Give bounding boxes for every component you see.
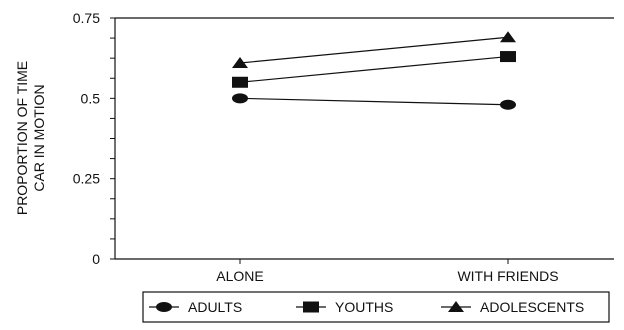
legend-item: YOUTHS [296, 299, 393, 315]
series-adolescents [232, 31, 516, 68]
axes [114, 17, 614, 260]
series-youths [232, 51, 516, 88]
series-line [239, 97, 509, 106]
series-adults [232, 93, 516, 110]
data-point [232, 56, 248, 68]
y-tick-label: 0.25 [73, 171, 100, 187]
legend: ADULTS YOUTHS ADOLESCENTS [142, 291, 610, 323]
legend-label: YOUTHS [335, 299, 393, 315]
legend-item: ADULTS [149, 299, 242, 315]
y-tick-label: 0.5 [81, 90, 101, 106]
legend-label: ADOLESCENTS [480, 299, 584, 315]
legend-marker [303, 301, 319, 313]
data-point [500, 31, 516, 43]
y-tick-label: 0 [92, 251, 100, 267]
series-group [232, 31, 516, 110]
data-point [232, 76, 248, 88]
series-line [239, 55, 509, 83]
data-point [500, 99, 516, 110]
y-tick-label: 0.75 [73, 10, 100, 26]
y-axis-label-line: CAR IN MOTION [31, 84, 47, 191]
legend-item: ADOLESCENTS [441, 299, 584, 315]
y-axis-label-line: PROPORTION OF TIME [14, 61, 30, 215]
legend-marker [448, 301, 464, 312]
y-axis-label: PROPORTION OF TIME CAR IN MOTION [14, 61, 47, 215]
legend-label: ADULTS [188, 299, 242, 315]
data-point [500, 51, 516, 63]
x-ticks: ALONE WITH FRIENDS [216, 259, 559, 284]
x-tick-label: ALONE [216, 268, 263, 284]
y-ticks: 0 0.25 0.5 0.75 [73, 10, 115, 267]
x-tick-label: WITH FRIENDS [457, 268, 558, 284]
legend-marker [156, 302, 172, 312]
series-line [239, 36, 509, 64]
legend-box [142, 291, 610, 323]
data-point [232, 93, 248, 104]
